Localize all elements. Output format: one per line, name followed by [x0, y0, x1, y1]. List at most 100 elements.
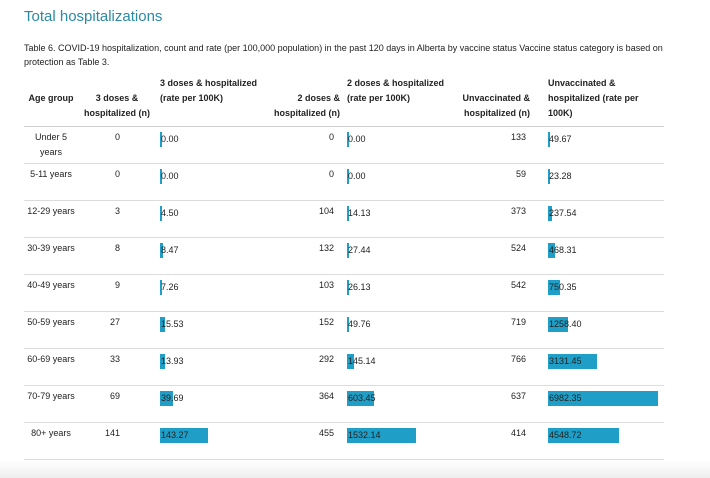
three-doses-rate-cell: 7.26	[160, 280, 210, 295]
rate-value: 0.00	[348, 171, 366, 181]
unvax-n-cell: 373	[510, 206, 526, 216]
rate-bar	[160, 391, 174, 406]
rate-bar	[347, 354, 354, 369]
rate-bar	[548, 428, 620, 443]
three-doses-n-cell: 27	[109, 317, 120, 327]
rate-bar	[548, 317, 568, 332]
three-doses-rate-cell: 4.50	[160, 206, 210, 221]
two-doses-n-cell: 455	[318, 428, 334, 438]
two-doses-n-cell: 364	[318, 391, 334, 401]
three-doses-rate-cell: 8.47	[160, 243, 210, 258]
table-row: 30-39 years 8 132 524 8.47 27.44 468.31	[24, 238, 664, 275]
rate-bar	[347, 169, 349, 184]
rate-value: 4.50	[161, 208, 179, 218]
unvax-rate-cell: 237.54	[548, 206, 658, 221]
rate-value: 14.13	[348, 208, 371, 218]
table-row: 5-11 years 0 0 59 0.00 0.00 23.28	[24, 164, 664, 201]
bottom-shadow	[0, 460, 710, 478]
two-doses-rate-cell: 27.44	[347, 243, 437, 258]
unvax-n-cell: 524	[510, 243, 526, 253]
rate-bar	[548, 391, 658, 406]
rate-bar	[347, 428, 416, 443]
row-divider	[24, 274, 664, 275]
table-row: 40-49 years 9 103 542 7.26 26.13 750.35	[24, 275, 664, 312]
three-doses-n-cell: 69	[109, 391, 120, 401]
header-two-doses-n: 2 doses & hospitalized (n)	[274, 93, 340, 118]
header-age-group: Age group	[28, 93, 74, 103]
rate-value: 26.13	[348, 282, 371, 292]
three-doses-n-cell: 3	[114, 206, 120, 216]
header-three-doses-rate: 3 doses & hospitalized (rate per 100K)	[160, 78, 258, 103]
rate-value: 750.35	[549, 282, 577, 292]
three-doses-rate-cell: 39.69	[160, 391, 210, 406]
two-doses-n-cell: 292	[318, 354, 334, 364]
rate-value: 49.67	[549, 134, 572, 144]
header-unvax-rate: Unvaccinated & hospitalized (rate per 10…	[548, 78, 639, 118]
rate-value: 1532.14	[348, 430, 381, 440]
table-row: 50-59 years 27 152 719 15.53 49.76 1258.40	[24, 312, 664, 349]
three-doses-rate-cell: 143.27	[160, 428, 210, 443]
header-unvax-n: Unvaccinated & hospitalized (n)	[462, 93, 530, 118]
unvax-n-cell: 766	[510, 354, 526, 364]
two-doses-n-cell: 0	[328, 132, 334, 142]
rate-value: 39.69	[161, 393, 184, 403]
two-doses-rate-cell: 0.00	[347, 169, 437, 184]
three-doses-rate-cell: 0.00	[160, 169, 210, 184]
unvax-n-cell: 414	[510, 428, 526, 438]
rate-value: 27.44	[348, 245, 371, 255]
rate-bar	[347, 280, 349, 295]
unvax-rate-cell: 23.28	[548, 169, 658, 184]
age-group-cell: 12-29 years	[27, 206, 75, 216]
two-doses-rate-cell: 26.13	[347, 280, 437, 295]
age-group-cell: 5-11 years	[30, 169, 72, 179]
three-doses-n-cell: 33	[109, 354, 120, 364]
unvax-rate-cell: 750.35	[548, 280, 658, 295]
table-row: 12-29 years 3 104 373 4.50 14.13 237.54	[24, 201, 664, 238]
row-divider	[24, 459, 664, 460]
three-doses-rate-cell: 0.00	[160, 132, 210, 147]
three-doses-rate-cell: 15.53	[160, 317, 210, 332]
rate-value: 0.00	[348, 134, 366, 144]
rate-bar	[347, 206, 349, 221]
rate-value: 0.00	[161, 134, 179, 144]
three-doses-rate-cell: 13.93	[160, 354, 210, 369]
rate-bar	[160, 169, 162, 184]
two-doses-rate-cell: 0.00	[347, 132, 437, 147]
three-doses-n-cell: 0	[114, 169, 120, 179]
row-divider	[24, 311, 664, 312]
age-group-cell: 40-49 years	[27, 280, 75, 290]
rate-bar	[160, 206, 162, 221]
two-doses-n-cell: 132	[318, 243, 334, 253]
rate-bar	[347, 243, 349, 258]
rate-value: 237.54	[549, 208, 577, 218]
age-group-cell: 60-69 years	[27, 354, 75, 364]
two-doses-n-cell: 152	[318, 317, 334, 327]
rate-value: 468.31	[549, 245, 577, 255]
two-doses-rate-cell: 49.76	[347, 317, 437, 332]
table-caption: Table 6. COVID-19 hospitalization, count…	[24, 43, 663, 67]
rate-bar	[548, 132, 550, 147]
two-doses-rate-cell: 14.13	[347, 206, 437, 221]
two-doses-n-cell: 0	[328, 169, 334, 179]
rate-value: 145.14	[348, 356, 376, 366]
rate-bar	[347, 317, 350, 332]
unvax-n-cell: 637	[510, 391, 526, 401]
row-divider	[24, 422, 664, 423]
unvax-n-cell: 719	[510, 317, 526, 327]
unvax-rate-cell: 1258.40	[548, 317, 658, 332]
rate-bar	[548, 354, 598, 369]
age-group-cell: 70-79 years	[27, 391, 75, 401]
rate-bar	[347, 132, 349, 147]
three-doses-n-cell: 0	[114, 132, 120, 142]
two-doses-n-cell: 103	[318, 280, 334, 290]
rate-bar	[548, 169, 550, 184]
three-doses-n-cell: 9	[114, 280, 120, 290]
unvax-rate-cell: 49.67	[548, 132, 658, 147]
age-group-cell: Under 5 years	[34, 132, 68, 157]
row-divider	[24, 163, 664, 164]
table-row: 60-69 years 33 292 766 13.93 145.14 3131.45	[24, 349, 664, 386]
two-doses-n-cell: 104	[318, 206, 334, 216]
rate-value: 15.53	[161, 319, 184, 329]
row-divider	[24, 237, 664, 238]
